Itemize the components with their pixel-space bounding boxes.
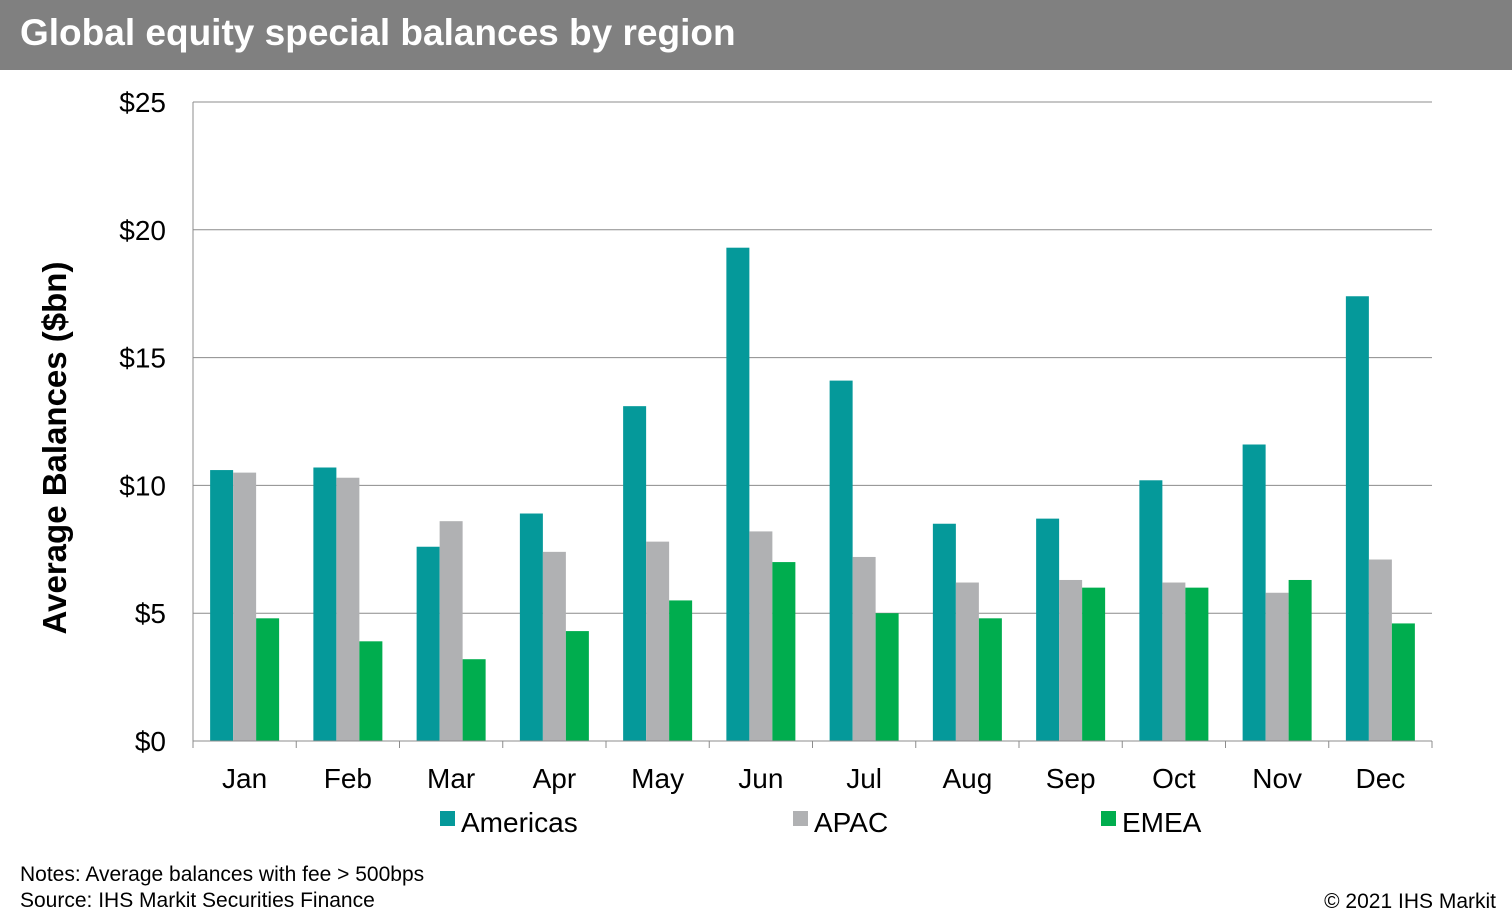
x-axis-ticks: Jan Feb Mar Apr May Jun Jul Aug Sep Oct Nov Dec [222,763,1405,794]
y-tick-label: $25 [119,87,166,118]
bar-americas-jan [210,470,234,741]
bar-apac-dec [1368,559,1392,741]
legend-item-emea: EMEA [1101,807,1202,838]
x-tick-label: Oct [1152,763,1196,794]
bar-americas-apr [519,513,543,741]
x-tick-label: Apr [533,763,577,794]
bar-emea-jul [875,613,899,741]
footer-notes: Notes: Average balances with fee > 500bp… [20,862,424,914]
x-tick-label: Jan [222,763,267,794]
title-bar: Global equity special balances by region [0,0,1512,70]
bar-emea-oct [1185,587,1209,741]
bar-americas-aug [932,523,956,741]
x-tick-label: Aug [942,763,992,794]
bar-apac-jul [852,556,876,741]
notes-text: Notes: Average balances with fee > 500bp… [20,863,425,886]
bar-americas-sep [1036,518,1060,741]
bar-americas-jun [726,247,750,741]
bar-apac-may [646,541,670,741]
bar-americas-may [623,406,647,741]
bar-americas-oct [1139,480,1163,741]
x-tick-label: Nov [1252,763,1302,794]
x-tick-label: Feb [324,763,372,794]
x-tick-label: May [631,763,684,794]
y-tick-label: $20 [119,215,166,246]
source-text: Source: IHS Markit Securities Finance [20,889,375,912]
y-tick-label: $0 [135,726,166,757]
x-tick-label: Jul [846,763,882,794]
bar-emea-feb [359,641,383,741]
bar-apac-sep [1059,579,1083,741]
y-tick-label: $10 [119,470,166,501]
legend-label: APAC [814,807,888,838]
y-axis-ticks: $0 $5 $10 $15 $20 $25 [119,87,166,757]
y-tick-label: $15 [119,343,166,374]
x-tick-label: Sep [1046,763,1096,794]
bar-apac-oct [1162,582,1186,741]
bar-americas-dec [1345,296,1369,741]
bar-apac-nov [1265,592,1289,741]
legend-item-apac: APAC [793,807,888,838]
bar-emea-nov [1288,579,1312,741]
bar-emea-jan [256,618,280,741]
bar-apac-jun [749,531,773,741]
legend-item-americas: Americas [440,807,578,838]
copyright-text: © 2021 IHS Markit [1324,890,1496,913]
bar-apac-aug [955,582,979,741]
bar-apac-jan [233,472,257,741]
chart-title: Global equity special balances by region [20,12,736,53]
legend-label: Americas [461,807,578,838]
grid-lines [193,101,1432,614]
x-tick-label: Dec [1355,763,1405,794]
bar-emea-aug [978,618,1002,741]
bar-emea-dec [1391,623,1415,741]
bar-apac-apr [542,551,566,741]
legend-swatch [440,811,455,826]
bar-americas-jul [829,380,853,741]
legend-swatch [793,811,808,826]
bars [210,247,1415,741]
bar-emea-may [669,600,693,741]
x-tick-label: Jun [738,763,783,794]
bar-emea-apr [565,631,589,741]
bar-americas-mar [416,546,440,741]
legend-swatch [1101,811,1116,826]
y-tick-label: $5 [135,598,166,629]
x-tick-label: Mar [427,763,475,794]
bar-apac-mar [439,521,463,741]
bar-americas-nov [1242,444,1266,741]
bar-chart: $0 $5 $10 $15 $20 $25 Jan Feb Mar Apr May Jun Jul Au… [36,87,1433,838]
legend-label: EMEA [1122,807,1202,838]
bar-apac-feb [336,477,360,741]
bar-americas-feb [313,467,337,741]
bar-emea-jun [772,562,796,741]
bar-emea-sep [1082,587,1106,741]
bar-emea-mar [462,659,486,741]
y-axis-label: Average Balances ($bn) [36,262,73,635]
axes [192,102,1433,748]
legend: Americas APAC EMEA [440,807,1202,838]
